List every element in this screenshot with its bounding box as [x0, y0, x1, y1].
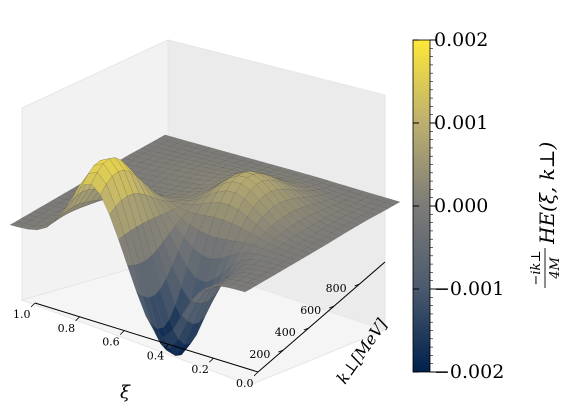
surface-patch	[336, 225, 353, 233]
colorbar-tick-label: 0.001	[434, 112, 488, 134]
colorbar-ticks: 0.002 0.001 0.000 −0.001 −0.002	[413, 29, 504, 383]
xi-axis-line	[34, 302, 259, 373]
kperp-tick-mark	[303, 327, 309, 331]
kperp-axis-line	[257, 261, 386, 373]
colorbar: 0.002 0.001 0.000 −0.001 −0.002	[412, 29, 504, 383]
kperp-tick-label: 400	[275, 326, 296, 339]
xi-tick-mark	[119, 330, 125, 335]
surface-patch	[241, 282, 258, 289]
kperp-tick-label: 200	[249, 348, 270, 361]
surface-plot	[9, 134, 401, 357]
xi-tick-label: 0.2	[191, 363, 209, 376]
xi-axis-ticks: 1.0 0.8 0.6 0.4 0.2 0.0	[13, 302, 259, 390]
xi-tick-mark	[30, 302, 36, 308]
kperp-tick-label: 600	[300, 304, 321, 317]
surface-patch	[301, 247, 317, 255]
floor-pane	[20, 257, 387, 386]
surface-patch	[378, 202, 395, 209]
xi-tick-label: 0.4	[147, 349, 165, 362]
surface-patch	[259, 271, 276, 279]
surface-patch	[366, 208, 383, 216]
colorbar-label-num: −ik⊥	[529, 250, 544, 285]
colorbar-label-den: 4M	[548, 257, 563, 280]
kperp-axis-ticks: 200 400 600 800	[249, 282, 360, 361]
xi-tick-mark	[164, 344, 170, 349]
kperp-tick-mark	[354, 283, 360, 287]
surface-patch	[265, 268, 282, 275]
xi-tick-label: 1.0	[13, 308, 31, 321]
xi-tick-mark	[209, 357, 214, 363]
kperp-tick-mark	[329, 305, 335, 309]
xi-axis-label: ξ	[120, 382, 131, 403]
xi-tick-mark	[253, 371, 259, 377]
colorbar-tick-label: 0.002	[434, 29, 488, 51]
surface-patch	[354, 215, 371, 223]
surface-patch	[271, 264, 288, 272]
surface-patch	[235, 285, 252, 293]
xi-tick-label: 0.0	[236, 377, 254, 390]
kperp-tick-label: 800	[326, 282, 347, 295]
colorbar-label: −ik⊥ 4M HE(ξ, k⊥)	[529, 142, 563, 288]
surface-patch	[277, 261, 294, 268]
surface-patch	[372, 205, 389, 213]
xi-tick-mark	[75, 316, 80, 322]
kperp-tick-mark	[278, 349, 284, 353]
colorbar-tick-label: 0.000	[434, 195, 488, 217]
colorbar-label-main: HE(ξ, k⊥)	[535, 142, 559, 245]
xi-tick-label: 0.8	[58, 322, 76, 335]
colorbar-tick-label: −0.001	[434, 278, 504, 300]
surface-patch	[318, 236, 335, 244]
xi-tick-label: 0.6	[102, 336, 120, 349]
colorbar-tick-label: −0.002	[434, 361, 504, 383]
